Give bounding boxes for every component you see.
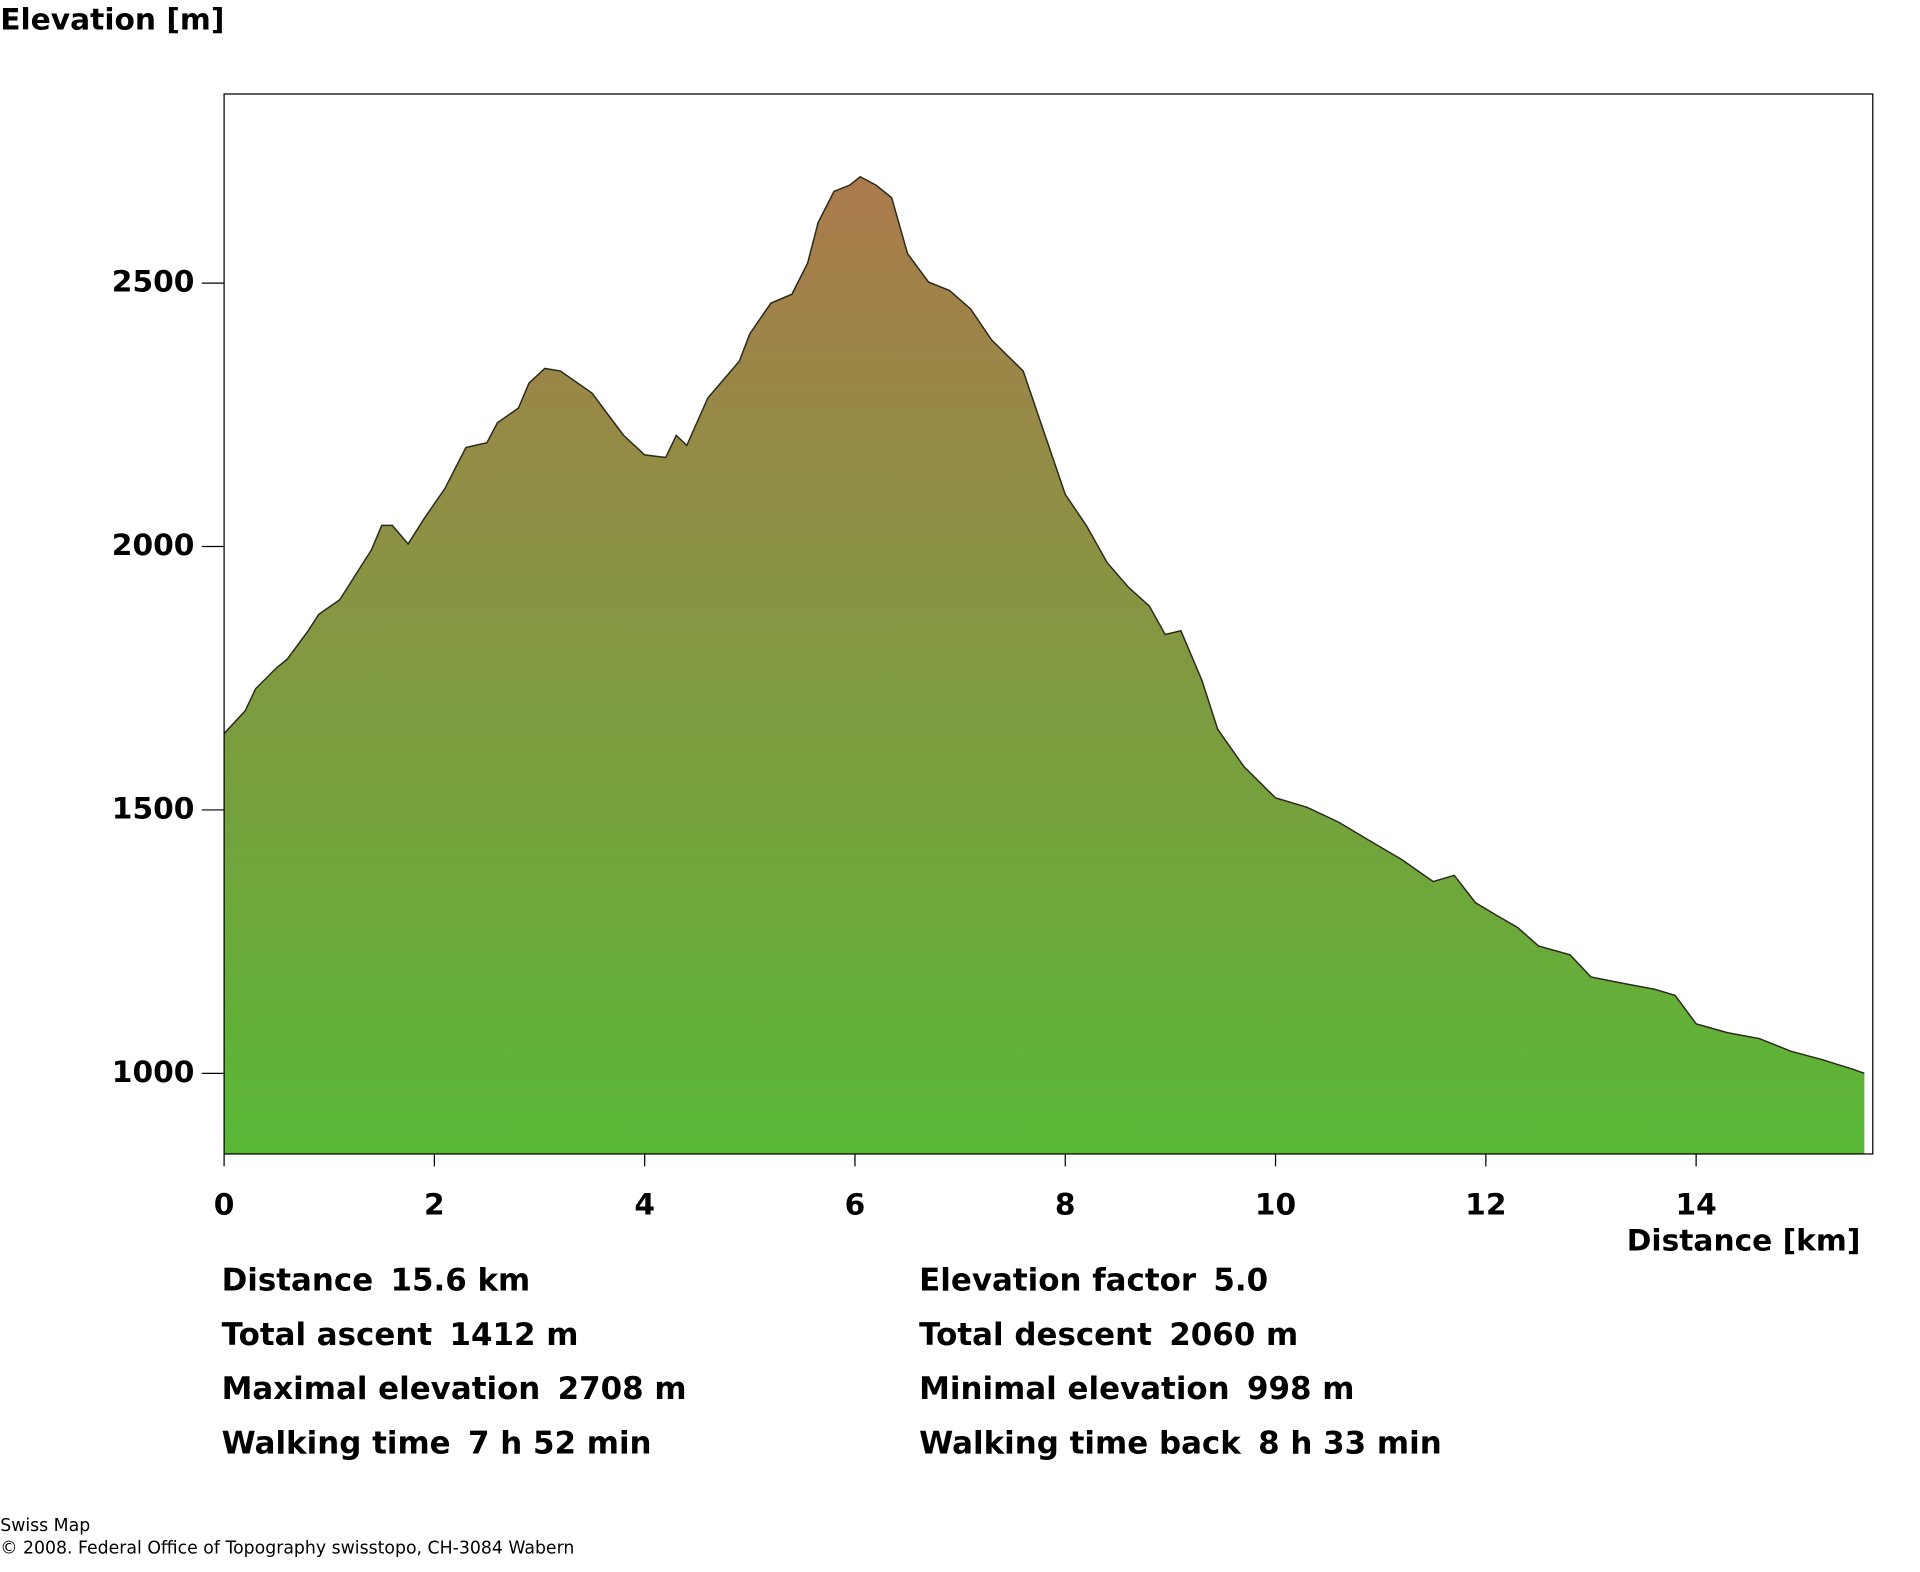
footer: © 2008. Federal Office of Topography swi…	[0, 1539, 574, 1559]
stat-value: 8 h 33 min	[1258, 1425, 1442, 1461]
stat-label: Minimal elevation	[919, 1371, 1229, 1407]
footer: Swiss Map	[0, 1516, 90, 1536]
x-tick-label: 6	[845, 1186, 866, 1221]
x-tick-label: 8	[1055, 1186, 1076, 1221]
stat-value: 1412 m	[449, 1316, 578, 1352]
stat: Walking time back 8 h 33 min	[919, 1425, 1442, 1461]
x-tick-label: 0	[214, 1186, 235, 1221]
stat-value: 998 m	[1247, 1371, 1354, 1407]
stat: Distance 15.6 km	[222, 1262, 531, 1298]
stat-label: Total ascent	[222, 1316, 433, 1352]
area-fill	[224, 176, 1865, 1154]
stat: Walking time 7 h 52 min	[222, 1425, 652, 1461]
stat: Elevation factor 5.0	[919, 1262, 1268, 1298]
stat-value: 2708 m	[558, 1371, 687, 1407]
stat-value: 7 h 52 min	[468, 1425, 652, 1461]
stat-label: Walking time back	[919, 1425, 1242, 1461]
y-tick-label: 2500	[112, 264, 195, 299]
stat-label: Walking time	[222, 1425, 451, 1461]
stat-label: Elevation factor	[919, 1262, 1197, 1298]
stat-value: 2060 m	[1169, 1316, 1298, 1352]
x-tick-label: 10	[1255, 1186, 1296, 1221]
x-tick-label: 14	[1675, 1186, 1716, 1221]
stat: Minimal elevation 998 m	[919, 1371, 1354, 1407]
x-tick-label: 4	[634, 1186, 655, 1221]
y-tick-label: 2000	[112, 527, 195, 562]
x-tick-label: 12	[1465, 1186, 1506, 1221]
y-tick-label: 1500	[112, 790, 195, 825]
x-axis-title: Distance [km]	[1627, 1222, 1861, 1257]
stat: Total descent 2060 m	[919, 1316, 1298, 1352]
profile-line	[223, 175, 1865, 1075]
stat-label: Distance	[222, 1262, 374, 1298]
stat: Total ascent 1412 m	[222, 1316, 579, 1352]
y-tick-label: 1000	[112, 1054, 195, 1089]
stat-label: Total descent	[919, 1316, 1152, 1352]
stat: Maximal elevation 2708 m	[222, 1371, 687, 1407]
x-tick-label: 2	[424, 1186, 445, 1221]
y-axis-title: Elevation [m]	[0, 2, 224, 37]
stat-value: 5.0	[1213, 1262, 1268, 1298]
stat-label: Maximal elevation	[222, 1371, 541, 1407]
plot-frame	[223, 93, 1874, 1155]
stat-value: 15.6 km	[390, 1262, 530, 1298]
